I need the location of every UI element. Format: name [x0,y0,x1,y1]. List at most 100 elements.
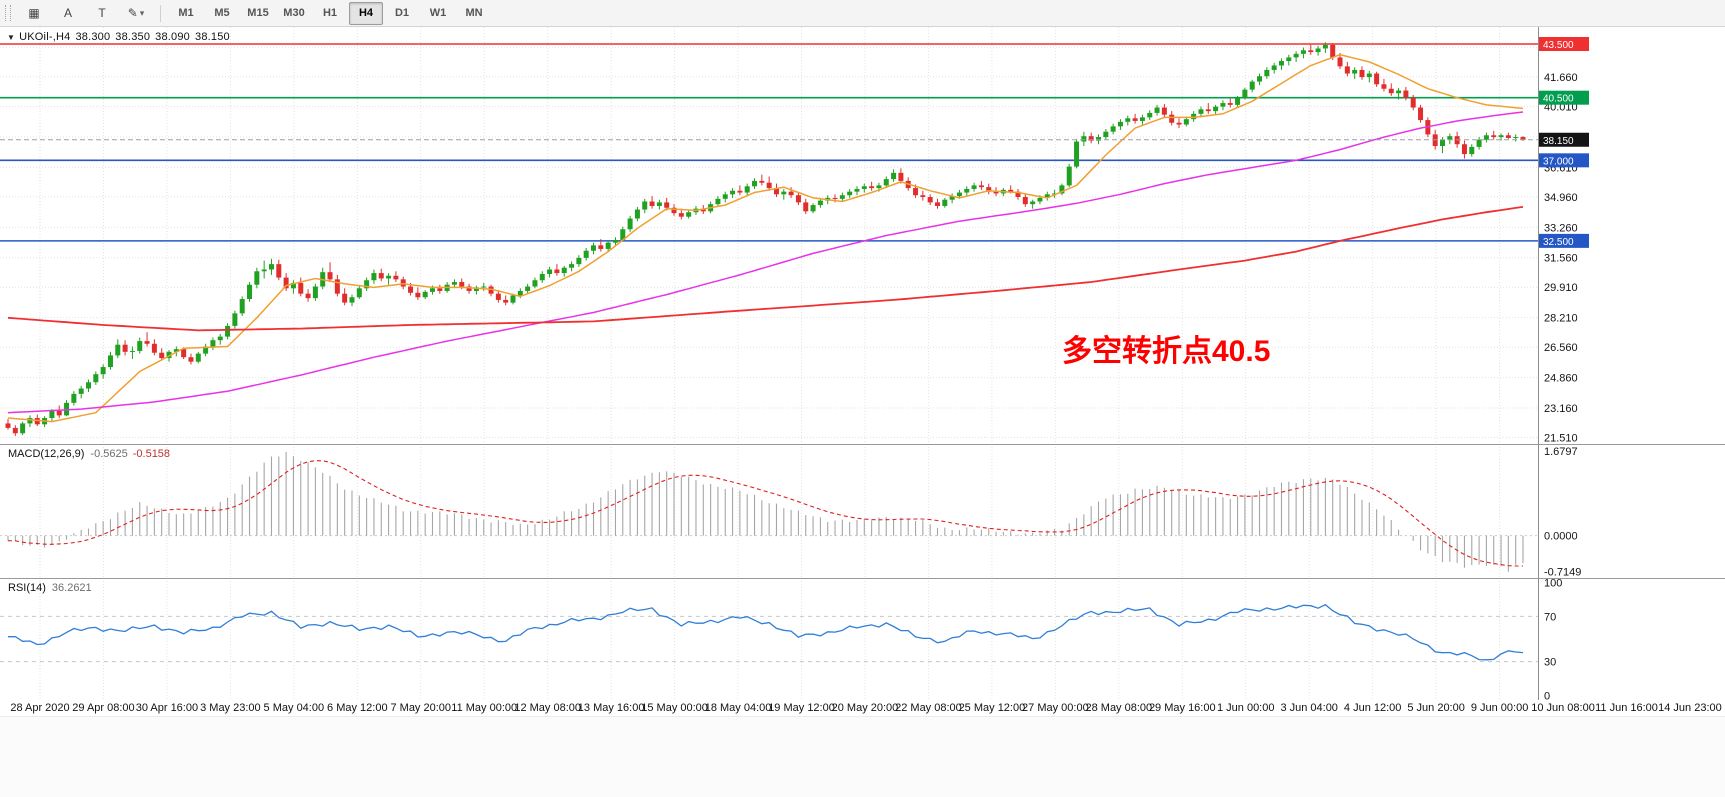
tool-buttons-group: ▦ A T ✎ ▾ [17,2,153,25]
candles-layer [5,42,1526,436]
rsi-panel[interactable]: 100 70 30 0 [0,578,1725,700]
x-axis-label: 25 May 12:00 [958,702,1026,714]
svg-text:43.500: 43.500 [1543,40,1574,51]
rsi-value: 36.2621 [51,582,92,594]
timeframe-m30-button[interactable]: M30 [283,7,305,19]
svg-text:33.260: 33.260 [1544,222,1578,234]
x-axis-label: 30 Apr 16:00 [135,702,199,714]
timeframe-m1-button[interactable]: M1 [178,7,194,19]
x-axis-label: 29 Apr 08:00 [72,702,135,714]
chart-symbol-header: ▼ UKOil-,H4 38.300 38.350 38.090 38.150 [7,31,235,43]
x-axis-label: 13 May 16:00 [577,702,645,714]
annotate-a-button[interactable]: A [63,6,72,20]
x-axis-label: 28 May 08:00 [1085,702,1153,714]
x-axis-label: 10 Jun 08:00 [1531,702,1595,714]
svg-text:40.500: 40.500 [1543,94,1574,105]
ohlc-low: 38.090 [155,31,191,43]
x-axis-label: 19 May 12:00 [768,702,835,714]
macd-indicator-label: MACD(12,26,9) -0.5625 -0.5158 [8,448,170,460]
horizontal-gridlines [0,46,1538,439]
svg-text:31.560: 31.560 [1544,253,1578,265]
timeframe-m5-button[interactable]: M5 [214,7,230,19]
x-axis-label: 7 May 20:00 [390,702,452,714]
ohlc-high: 38.350 [115,31,151,43]
chevron-down-icon: ▾ [139,7,145,18]
svg-text:26.560: 26.560 [1544,342,1578,354]
x-axis-label: 3 May 23:00 [200,702,261,714]
ma-fast-orange [7,53,1524,423]
x-axis-label: 20 May 20:00 [831,702,899,714]
svg-text:28.210: 28.210 [1544,313,1578,325]
x-axis-label: 4 Jun 12:00 [1343,702,1402,714]
ma-slow-red [7,206,1524,332]
toolbar-grip[interactable] [5,5,11,21]
macd-axis[interactable]: 1.6797 0.0000 -0.7149 [1544,446,1581,578]
top-toolbar: ▦ A T ✎ ▾ M1 M5 M15 M30 H1 H4 D1 W1 MN [0,0,1725,27]
chart-text-annotation: 多空转折点40.5 [1062,335,1271,368]
windows-icon[interactable]: ▦ [28,6,40,20]
x-axis-label: 6 May 12:00 [327,702,388,714]
svg-text:100: 100 [1544,578,1562,590]
rsi-line [7,603,1524,661]
bottom-empty-area [0,716,1725,797]
price-axis[interactable]: 21.510 23.160 24.860 26.560 28.210 29.910 31.5… [1539,37,1589,444]
text-tool-button[interactable]: T [98,6,106,20]
svg-text:41.660: 41.660 [1544,72,1578,84]
ma-mid-magenta [7,111,1524,414]
rsi-indicator-label: RSI(14) 36.2621 [8,582,92,594]
x-axis-label: 22 May 08:00 [895,702,962,714]
timeframe-h4-button[interactable]: H4 [349,1,383,25]
rsi-name: RSI(14) [8,582,46,594]
ohlc-open: 38.300 [75,31,111,43]
chart-collapse-icon[interactable]: ▼ [7,33,16,42]
ohlc-close: 38.150 [195,31,230,43]
svg-text:38.150: 38.150 [1543,136,1574,147]
vertical-gridlines [39,444,1501,578]
timeframe-m15-button[interactable]: M15 [247,7,269,19]
x-axis-label: 12 May 08:00 [514,702,581,714]
horizontal-level-lines[interactable] [0,43,1538,242]
x-axis-label: 9 Jun 00:00 [1470,702,1529,714]
macd-signal-value: -0.5158 [132,448,171,460]
symbol-name: UKOil-,H4 [19,31,71,43]
x-axis-label: 28 Apr 2020 [10,702,70,714]
svg-text:1.6797: 1.6797 [1544,446,1578,458]
svg-text:23.160: 23.160 [1544,403,1578,415]
svg-text:29.910: 29.910 [1544,282,1578,294]
main-price-chart[interactable]: 21.510 23.160 24.860 26.560 28.210 29.910 31.5… [0,27,1725,444]
svg-text:0.0000: 0.0000 [1544,531,1578,543]
svg-text:70: 70 [1544,611,1556,623]
svg-text:0: 0 [1544,690,1550,700]
timeframe-d1-button[interactable]: D1 [394,7,410,19]
svg-text:24.860: 24.860 [1544,373,1578,385]
rsi-axis[interactable]: 100 70 30 0 [1544,578,1562,700]
macd-name: MACD(12,26,9) [8,448,85,460]
x-axis-label: 14 Jun 23:00 [1658,702,1722,714]
x-axis-label: 27 May 00:00 [1022,702,1089,714]
svg-text:32.500: 32.500 [1543,237,1574,248]
x-axis-label: 18 May 04:00 [704,702,772,714]
toolbar-separator [160,4,161,22]
svg-text:30: 30 [1544,657,1556,669]
timeframe-w1-button[interactable]: W1 [429,7,447,19]
macd-panel[interactable]: 1.6797 0.0000 -0.7149 [0,444,1725,578]
vertical-gridlines [39,27,1501,444]
time-axis[interactable]: 28 Apr 2020 29 Apr 08:00 30 Apr 16:00 3 May… [0,700,1725,716]
x-axis-label: 1 Jun 00:00 [1216,702,1275,714]
draw-tool-button[interactable]: ✎ ▾ [127,6,145,20]
x-axis-label: 5 May 04:00 [263,702,325,714]
timeframe-h1-button[interactable]: H1 [322,7,338,19]
svg-text:21.510: 21.510 [1544,433,1578,444]
timeframe-buttons-group: M1 M5 M15 M30 H1 H4 D1 W1 MN [168,1,492,25]
svg-text:34.960: 34.960 [1544,192,1578,204]
macd-histogram [7,451,1524,572]
x-axis-label: 3 Jun 04:00 [1280,702,1338,714]
svg-text:-0.7149: -0.7149 [1544,567,1581,578]
moving-averages-layer [7,53,1524,423]
x-axis-label: 11 Jun 16:00 [1595,702,1658,714]
timeframe-mn-button[interactable]: MN [465,7,483,19]
x-axis-label: 5 Jun 20:00 [1407,702,1465,714]
macd-signal-line [7,460,1523,567]
svg-text:37.000: 37.000 [1543,156,1574,167]
x-axis-label: 29 May 16:00 [1148,702,1216,714]
